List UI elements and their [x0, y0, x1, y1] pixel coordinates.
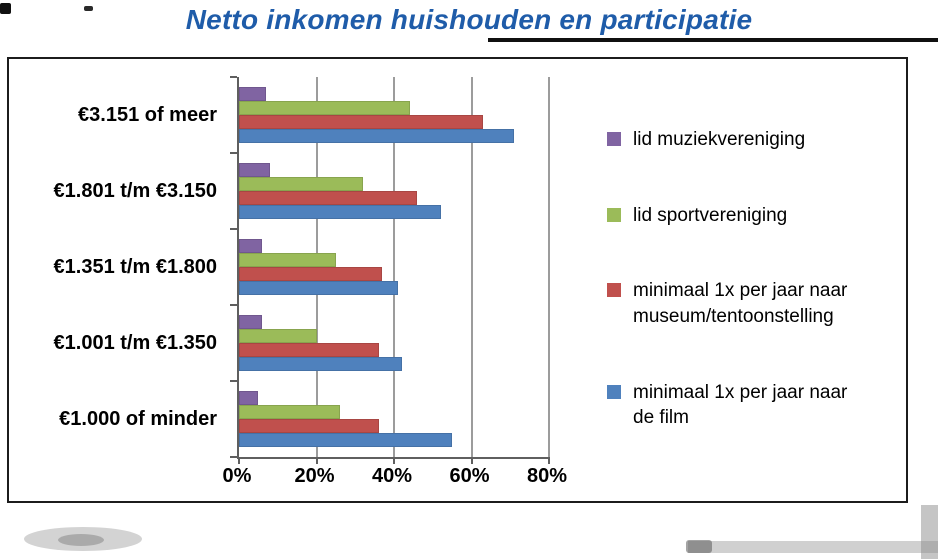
gridline [470, 77, 473, 457]
scan-artifact [921, 505, 938, 559]
bar [239, 87, 267, 101]
y-tick-mark [230, 456, 237, 458]
x-tick-mark [393, 457, 395, 464]
legend-label: minimaal 1x per jaar naar museum/tentoon… [633, 280, 848, 327]
bar-group [239, 305, 549, 381]
legend-item: minimaal 1x per jaar naar de film [607, 380, 907, 431]
legend-label: lid sportvereniging [633, 204, 788, 226]
bar [239, 315, 263, 329]
bar [239, 281, 398, 295]
x-tick-label: 80% [526, 465, 568, 487]
bar [239, 115, 484, 129]
bar-group [239, 153, 549, 229]
legend-item: lid muziekvereniging [607, 127, 907, 153]
y-axis-labels: €3.151 of meer €1.801 t/m €3.150 €1.351 t/… [15, 77, 227, 457]
category-label: €1.001 t/m €1.350 [53, 331, 217, 354]
legend-item: minimaal 1x per jaar naar museum/tentoon… [607, 278, 907, 329]
category-label: €1.801 t/m €3.150 [53, 179, 217, 202]
x-axis-labels: 0% 20% 40% 60% 80% [223, 463, 567, 495]
scan-artifact [58, 534, 104, 546]
x-tick-label: 0% [222, 465, 252, 487]
x-tick-label: 60% [449, 465, 490, 487]
bar [239, 433, 453, 447]
bars-layer [239, 77, 549, 457]
bar [239, 419, 379, 433]
bar [239, 357, 402, 371]
legend-swatch [607, 132, 621, 146]
legend: lid muziekvereniging lid sportvereniging m… [607, 127, 907, 431]
bar [239, 329, 317, 343]
plot-area [230, 76, 550, 464]
x-tick-mark [315, 457, 318, 464]
x-tick-label: 20% [294, 465, 335, 487]
legend-label: minimaal 1x per jaar naar de film [633, 381, 848, 429]
bar [239, 343, 379, 357]
legend-swatch [607, 384, 621, 399]
x-tick-label: 40% [371, 465, 413, 487]
bar [239, 101, 410, 115]
scan-artifact [686, 540, 712, 553]
bar [239, 391, 259, 405]
bar [239, 191, 418, 205]
chart-container: €3.151 of meer €1.801 t/m €3.150 €1.351 t/… [7, 57, 908, 503]
bar [239, 405, 340, 419]
bar-group [239, 381, 549, 457]
x-tick-mark [238, 457, 240, 464]
scan-artifact-line [488, 38, 938, 42]
bar [239, 163, 270, 177]
legend-swatch [607, 283, 621, 298]
category-label: €3.151 of meer [78, 103, 217, 126]
legend-item: lid sportvereniging [607, 203, 907, 229]
gridline [548, 77, 550, 457]
bar-group [239, 229, 549, 305]
bar [239, 177, 363, 191]
scan-artifact [24, 527, 142, 551]
y-tick-mark [230, 152, 237, 154]
y-tick-mark [230, 380, 237, 382]
y-tick-mark [230, 76, 237, 78]
legend-swatch [607, 207, 621, 222]
bar [239, 253, 336, 267]
gridline [393, 77, 395, 457]
chart-title: Netto inkomen huishouden en participatie [185, 4, 753, 35]
y-tick-mark [230, 304, 237, 306]
bar-group [239, 77, 549, 153]
x-tick-mark [470, 457, 473, 464]
bar [239, 129, 515, 143]
legend-label: lid muziekvereniging [633, 129, 806, 150]
bar [239, 267, 383, 281]
x-tick-mark [548, 457, 550, 464]
category-label: €1.351 t/m €1.800 [53, 255, 217, 278]
bar [239, 239, 263, 253]
category-label: €1.000 of minder [59, 407, 217, 430]
y-tick-mark [230, 228, 237, 230]
scan-artifact [688, 541, 938, 553]
bar [239, 205, 441, 219]
